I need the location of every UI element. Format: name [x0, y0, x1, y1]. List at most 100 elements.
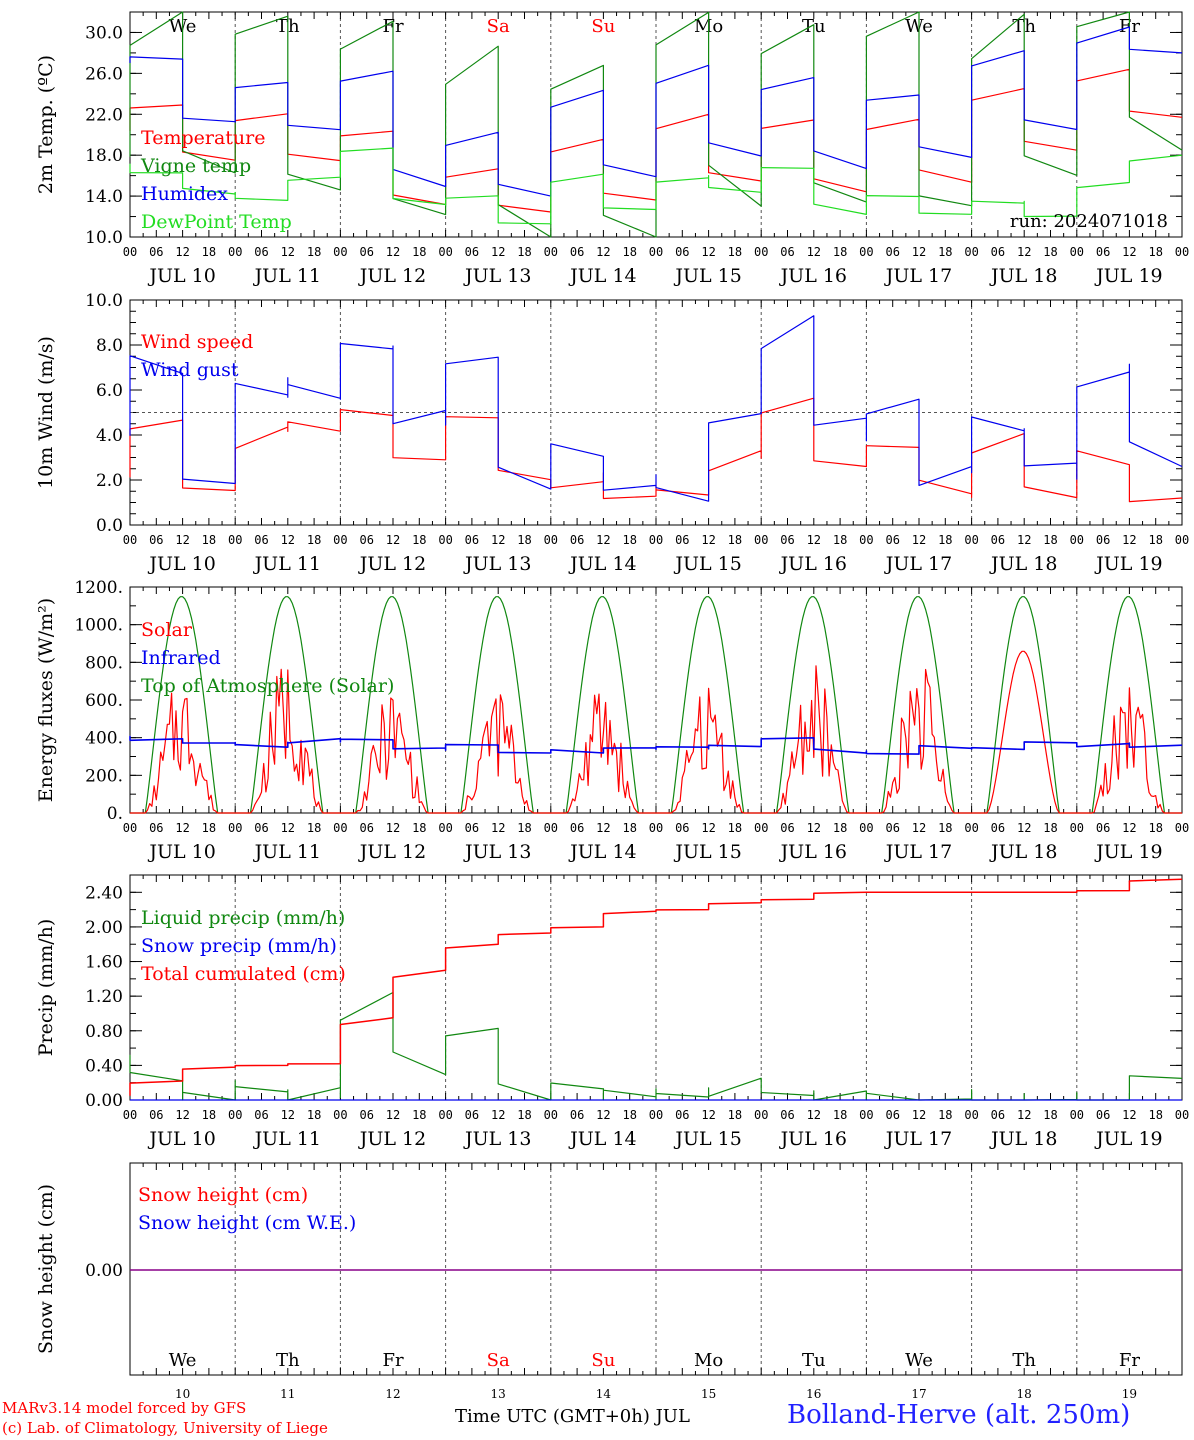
- energy-hour-label: 18: [412, 821, 426, 835]
- wind-hour-label: 18: [412, 533, 426, 547]
- precip-date-label: JUL 16: [779, 1128, 847, 1150]
- temp-legend-entry: DewPoint Temp: [141, 211, 292, 233]
- wind-hour-label: 18: [202, 533, 216, 547]
- energy-hour-label: 18: [202, 821, 216, 835]
- energy-hour-label: 12: [281, 821, 295, 835]
- temp-y-tick-label: 30.0: [85, 23, 123, 43]
- energy-hour-label: 18: [517, 821, 531, 835]
- precip-y-tick-label: 0.80: [85, 1022, 123, 1042]
- energy-hour-label: 18: [833, 821, 847, 835]
- wind-hour-label: 18: [728, 533, 742, 547]
- precip-hour-label: 06: [149, 1108, 163, 1122]
- energy-hour-label: 18: [728, 821, 742, 835]
- temp-weekday-label: Su: [591, 16, 615, 37]
- energy-hour-label: 00: [754, 821, 768, 835]
- temp-date-label: JUL 18: [989, 265, 1057, 287]
- temp-date-label: JUL 11: [253, 265, 321, 287]
- precip-hour-label: 12: [491, 1108, 505, 1122]
- energy-date-label: JUL 18: [989, 841, 1057, 863]
- snow-day-number: 18: [1017, 1387, 1032, 1401]
- wind-hour-label: 06: [991, 533, 1005, 547]
- snow-weekday-label: Th: [1012, 1350, 1036, 1371]
- temp-hour-label: 06: [254, 245, 268, 259]
- snow-legend-entry: Snow height (cm): [138, 1184, 308, 1206]
- precip-hour-label: 00: [1070, 1108, 1084, 1122]
- wind-hour-label: 00: [123, 533, 137, 547]
- temp-hour-label: 12: [1122, 245, 1136, 259]
- precip-hour-label: 06: [570, 1108, 584, 1122]
- snow-weekday-label: Th: [276, 1350, 300, 1371]
- wind-hour-label: 06: [570, 533, 584, 547]
- temp-hour-label: 00: [123, 245, 137, 259]
- precip-hour-label: 12: [701, 1108, 715, 1122]
- precip-y-tick-label: 2.40: [85, 883, 123, 903]
- wind-hour-label: 00: [228, 533, 242, 547]
- precip-y-tick-label: 1.20: [85, 987, 123, 1007]
- temp-date-label: JUL 12: [358, 265, 426, 287]
- energy-date-label: JUL 13: [463, 841, 531, 863]
- precip-hour-label: 18: [622, 1108, 636, 1122]
- precip-hour-label: 06: [780, 1108, 794, 1122]
- wind-y-tick-label: 10.0: [85, 291, 123, 311]
- energy-date-label: JUL 10: [147, 841, 215, 863]
- wind-date-label: JUL 17: [884, 553, 952, 575]
- snow-day-number: 14: [596, 1387, 612, 1401]
- wind-hour-label: 12: [491, 533, 505, 547]
- snow-day-number: 13: [491, 1387, 506, 1401]
- energy-hour-label: 06: [675, 821, 689, 835]
- wind-hour-label: 00: [649, 533, 663, 547]
- precip-hour-label: 18: [833, 1108, 847, 1122]
- wind-hour-label: 06: [254, 533, 268, 547]
- energy-hour-label: 00: [123, 821, 137, 835]
- temp-y-tick-label: 26.0: [85, 64, 123, 84]
- precip-hour-label: 18: [1148, 1108, 1162, 1122]
- series-line-humidex: [129, 26, 1183, 197]
- energy-hour-label: 00: [649, 821, 663, 835]
- energy-hour-label: 12: [1122, 821, 1136, 835]
- precip-hour-label: 18: [412, 1108, 426, 1122]
- wind-date-label: JUL 19: [1094, 553, 1162, 575]
- temp-hour-label: 18: [412, 245, 426, 259]
- precip-y-tick-label: 0.00: [85, 1091, 123, 1111]
- precip-legend-entry: Total cumulated (cm): [141, 963, 346, 985]
- temp-hour-label: 06: [465, 245, 479, 259]
- energy-hour-label: 06: [991, 821, 1005, 835]
- temp-hour-label: 12: [281, 245, 295, 259]
- snow-weekday-label: Fr: [382, 1350, 403, 1371]
- temp-hour-label: 00: [228, 245, 242, 259]
- energy-hour-label: 06: [359, 821, 373, 835]
- wind-hour-label: 12: [175, 533, 189, 547]
- temp-legend-entry: Temperature: [141, 127, 265, 149]
- series-line-infrared: [129, 735, 1183, 755]
- wind-y-tick-label: 0.0: [96, 516, 123, 536]
- temp-hour-label: 18: [307, 245, 321, 259]
- temp-date-label: JUL 16: [779, 265, 847, 287]
- energy-hour-label: 00: [859, 821, 873, 835]
- temp-weekday-label: Sa: [487, 16, 510, 37]
- energy-hour-label: 06: [1096, 821, 1110, 835]
- temp-hour-label: 06: [149, 245, 163, 259]
- precip-date-label: JUL 11: [253, 1128, 321, 1150]
- wind-date-label: JUL 10: [147, 553, 215, 575]
- precip-hour-label: 06: [465, 1108, 479, 1122]
- snow-day-number: 12: [385, 1387, 400, 1401]
- temp-hour-label: 12: [701, 245, 715, 259]
- precip-hour-label: 12: [912, 1108, 926, 1122]
- snow-weekday-label: We: [169, 1350, 197, 1371]
- energy-hour-label: 06: [570, 821, 584, 835]
- temp-hour-label: 06: [359, 245, 373, 259]
- energy-y-axis-label: Energy fluxes (W/m²): [35, 598, 57, 802]
- station-title: Bolland-Herve (alt. 250m): [787, 1400, 1131, 1430]
- precip-y-tick-label: 0.40: [85, 1056, 123, 1076]
- temp-hour-label: 18: [1148, 245, 1162, 259]
- wind-hour-label: 00: [754, 533, 768, 547]
- temp-hour-label: 06: [570, 245, 584, 259]
- wind-legend-entry: Wind gust: [141, 359, 239, 381]
- precip-hour-label: 12: [386, 1108, 400, 1122]
- energy-hour-label: 06: [465, 821, 479, 835]
- temp-hour-label: 18: [517, 245, 531, 259]
- temp-hour-label: 18: [1043, 245, 1057, 259]
- temp-hour-label: 12: [596, 245, 610, 259]
- temp-y-axis-label: 2m Temp. (ºC): [35, 55, 57, 194]
- temp-y-tick-label: 22.0: [85, 105, 123, 125]
